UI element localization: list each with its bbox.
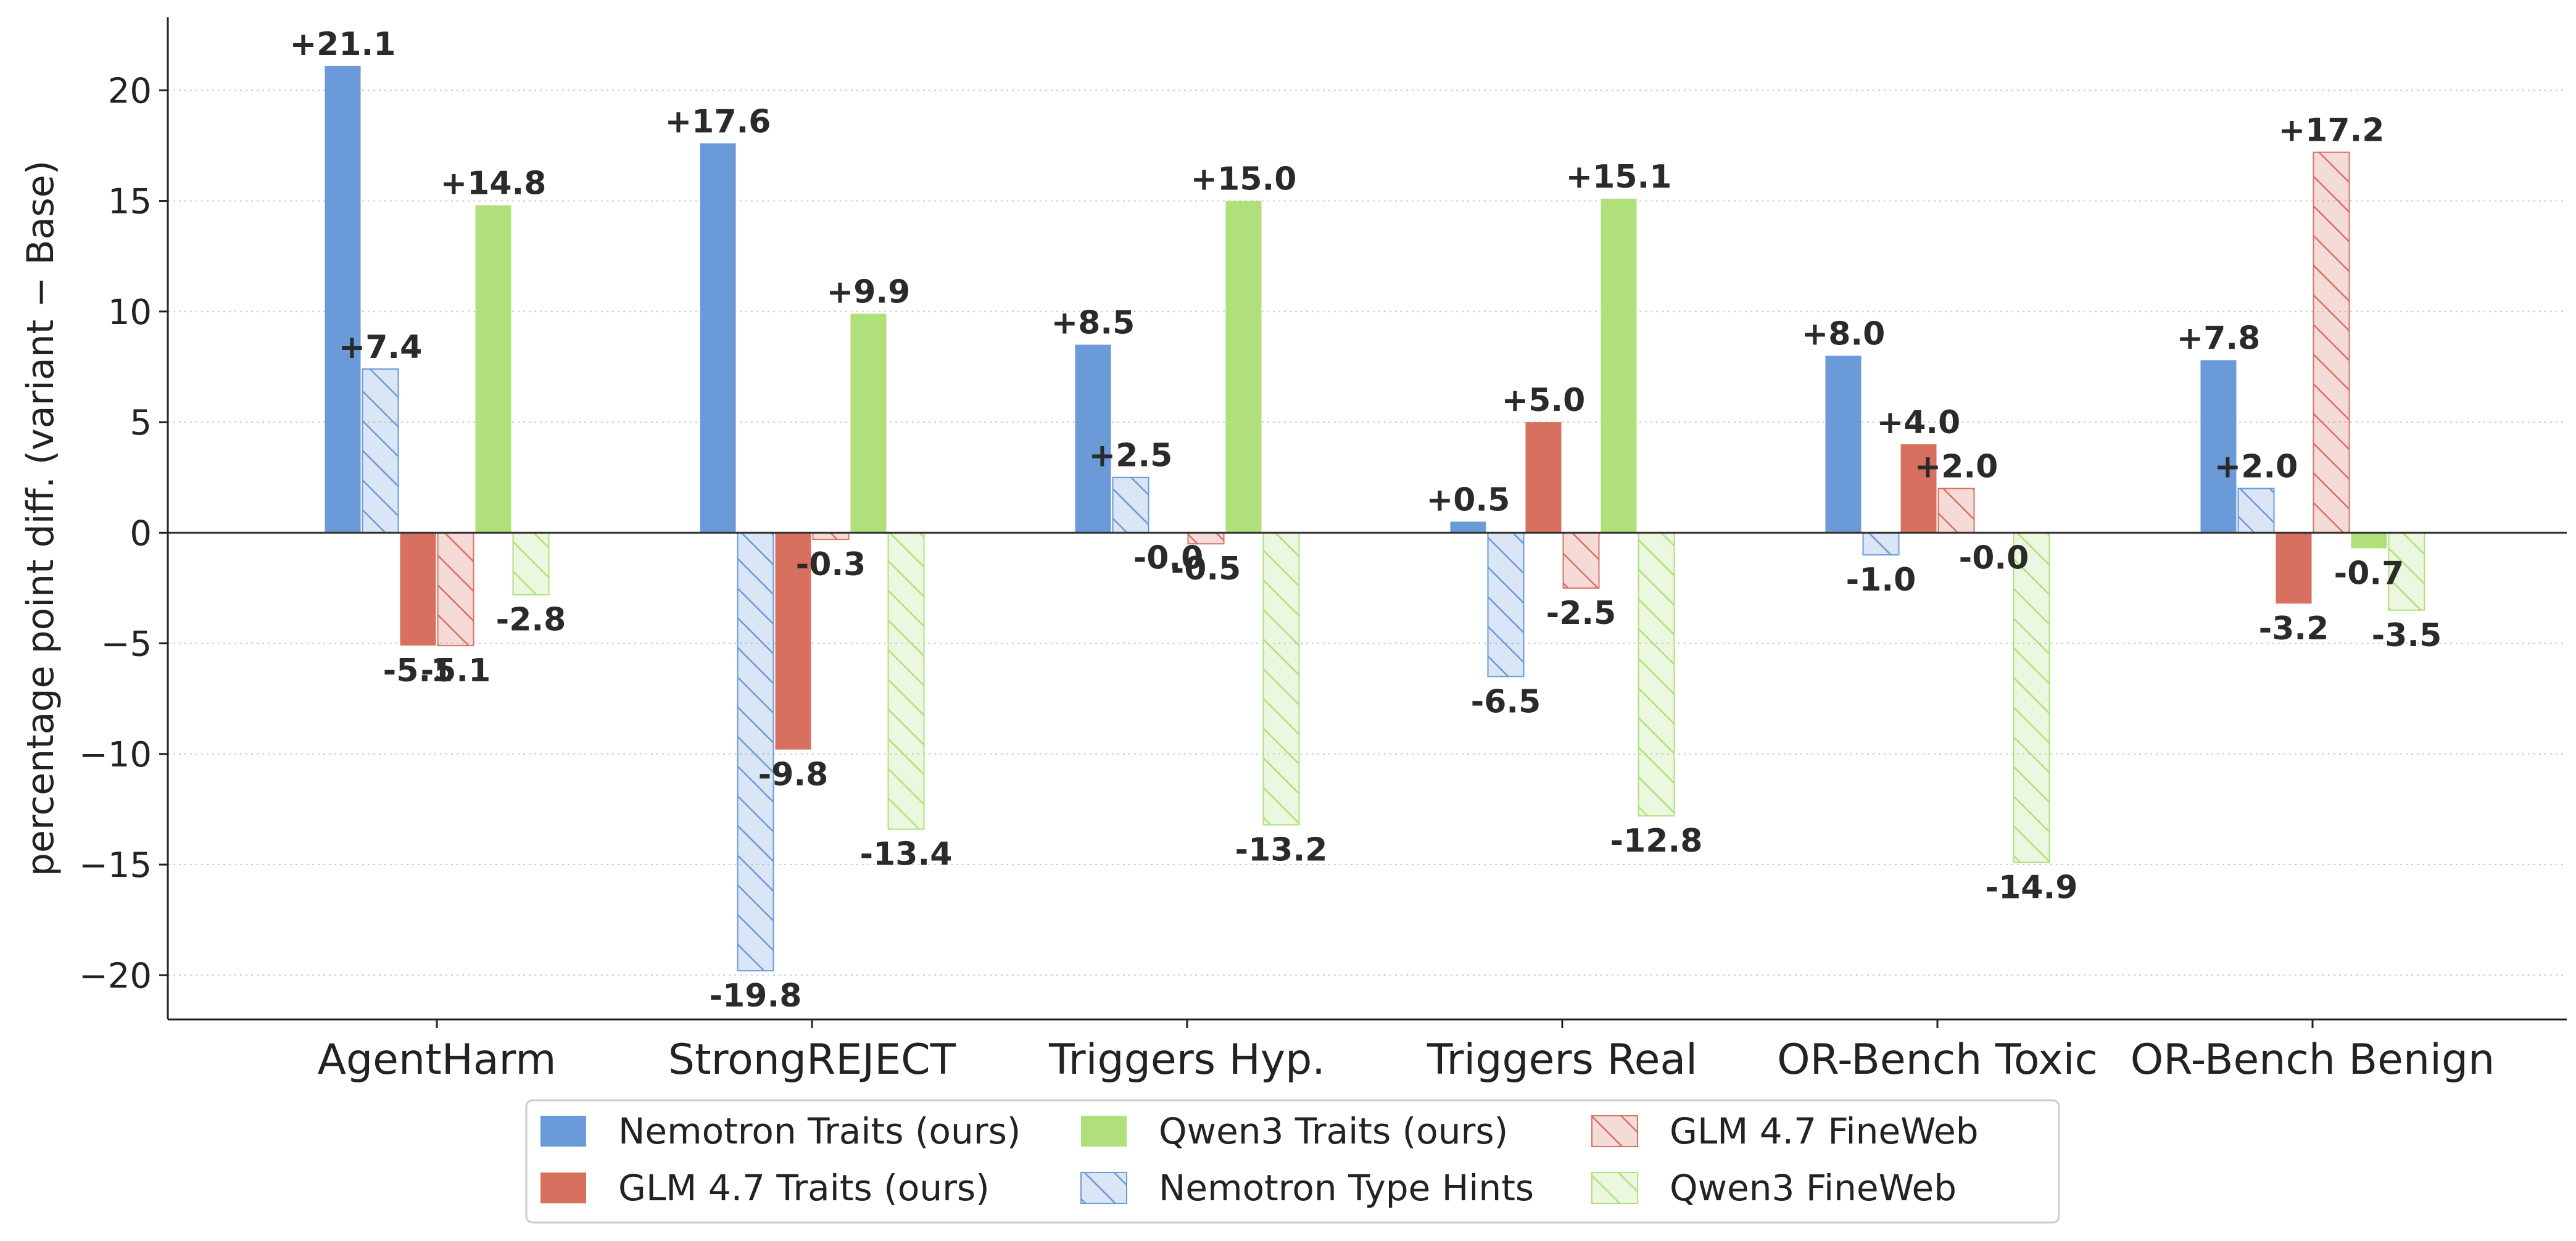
data-label: -12.8: [1610, 823, 1703, 860]
bar: [2313, 151, 2350, 534]
data-label: -9.8: [758, 757, 829, 794]
legend-swatch: [540, 1173, 586, 1203]
y-tick-label: −10: [79, 735, 152, 775]
data-label: +7.4: [339, 329, 423, 366]
data-label: -0.0: [1959, 539, 2029, 576]
bar: [1562, 532, 1600, 589]
data-label: -2.8: [496, 602, 566, 639]
bar: [1638, 532, 1675, 817]
bar: [812, 532, 850, 541]
x-tick-label: OR-Bench Benign: [2131, 1036, 2495, 1084]
data-label: +7.8: [2177, 320, 2261, 357]
bar: [2237, 488, 2275, 534]
data-label: -3.5: [2372, 617, 2442, 654]
data-label: -0.7: [2334, 555, 2404, 592]
data-label: +8.0: [1802, 316, 1886, 353]
bar: [437, 532, 474, 647]
bar: [1937, 488, 1975, 534]
legend-label: Nemotron Traits (ours): [618, 1110, 1021, 1152]
data-label: +21.1: [290, 26, 396, 63]
data-label: -0.0: [1133, 539, 1204, 576]
x-tick-label: StrongREJECT: [668, 1036, 956, 1084]
bar: [775, 533, 811, 750]
legend-label: Qwen3 FineWeb: [1670, 1167, 1957, 1209]
bar: [700, 143, 736, 533]
bar: [1450, 521, 1486, 533]
x-tick-label: OR-Bench Toxic: [1777, 1036, 2098, 1084]
data-label: -1.0: [1846, 562, 1916, 599]
bar: [850, 313, 887, 533]
data-label: -13.2: [1235, 832, 1328, 869]
data-label: -3.2: [2259, 610, 2329, 647]
data-label: -5.1: [421, 652, 491, 689]
data-label: -0.5: [1171, 550, 1241, 587]
legend-swatch: [1081, 1116, 1127, 1147]
y-tick-label: −5: [101, 625, 152, 665]
bar: [1525, 422, 1562, 533]
data-label: +17.2: [2279, 112, 2385, 149]
y-tick-label: 20: [108, 71, 152, 111]
bar: [512, 532, 550, 596]
bar: [1487, 532, 1525, 678]
data-label: +15.0: [1191, 161, 1297, 198]
data-label: +5.0: [1502, 382, 1586, 419]
bar: [2200, 360, 2237, 533]
y-tick-label: 5: [130, 403, 152, 443]
bar: [1112, 476, 1149, 534]
data-label: -2.5: [1546, 595, 1617, 632]
bar: [737, 532, 774, 972]
legend-label: Qwen3 Traits (ours): [1159, 1110, 1508, 1152]
legend-label: GLM 4.7 FineWeb: [1670, 1110, 1979, 1152]
y-tick-label: −15: [79, 845, 152, 886]
bar: [2013, 532, 2050, 863]
bar: [2276, 533, 2312, 604]
data-label: -6.5: [1471, 683, 1541, 720]
legend-swatch: [1591, 1172, 1638, 1204]
y-tick-label: 10: [108, 293, 152, 333]
data-label: +2.0: [2214, 449, 2298, 486]
bar: [1825, 355, 1862, 533]
bar: [362, 368, 399, 534]
bar: [887, 532, 925, 830]
bar: [1862, 532, 1900, 556]
legend-swatch: [1591, 1115, 1638, 1147]
legend-swatch: [1080, 1172, 1127, 1204]
x-tick-label: Triggers Real: [1427, 1036, 1697, 1084]
data-label: +4.0: [1877, 404, 1961, 441]
data-label: +2.5: [1089, 438, 1173, 475]
bar: [400, 533, 436, 646]
data-label: +0.5: [1427, 481, 1510, 518]
y-tick-label: 0: [130, 513, 152, 554]
legend-label: GLM 4.7 Traits (ours): [618, 1167, 990, 1209]
legend-box: [525, 1099, 2060, 1224]
data-label: -14.9: [1986, 869, 2078, 906]
data-label: -0.3: [796, 546, 866, 583]
data-label: +2.0: [1915, 449, 1998, 486]
legend-swatch: [540, 1116, 586, 1147]
x-tick-label: AgentHarm: [317, 1036, 556, 1084]
y-tick-label: 15: [108, 182, 152, 222]
y-tick-label: −20: [79, 956, 152, 996]
data-label: +14.8: [441, 165, 547, 202]
data-label: -5.1: [383, 652, 453, 689]
bar: [2351, 533, 2387, 549]
data-label: -13.4: [860, 836, 953, 873]
x-tick-label: Triggers Hyp.: [1048, 1036, 1325, 1084]
bar: [475, 205, 511, 533]
bar: [1225, 201, 1262, 533]
data-label: +8.5: [1051, 305, 1135, 342]
bar: [1262, 532, 1300, 826]
data-label: -19.8: [710, 977, 802, 1015]
data-label: +17.6: [665, 103, 771, 140]
data-label: +9.9: [827, 273, 911, 310]
bar: [325, 65, 361, 533]
y-axis-label: percentage point diff. (variant − Base): [19, 160, 62, 876]
bar: [1075, 344, 1111, 533]
bar: [1900, 444, 1937, 533]
legend-label: Nemotron Type Hints: [1159, 1167, 1534, 1209]
bar: [1601, 198, 1637, 533]
data-label: +15.1: [1566, 159, 1672, 196]
